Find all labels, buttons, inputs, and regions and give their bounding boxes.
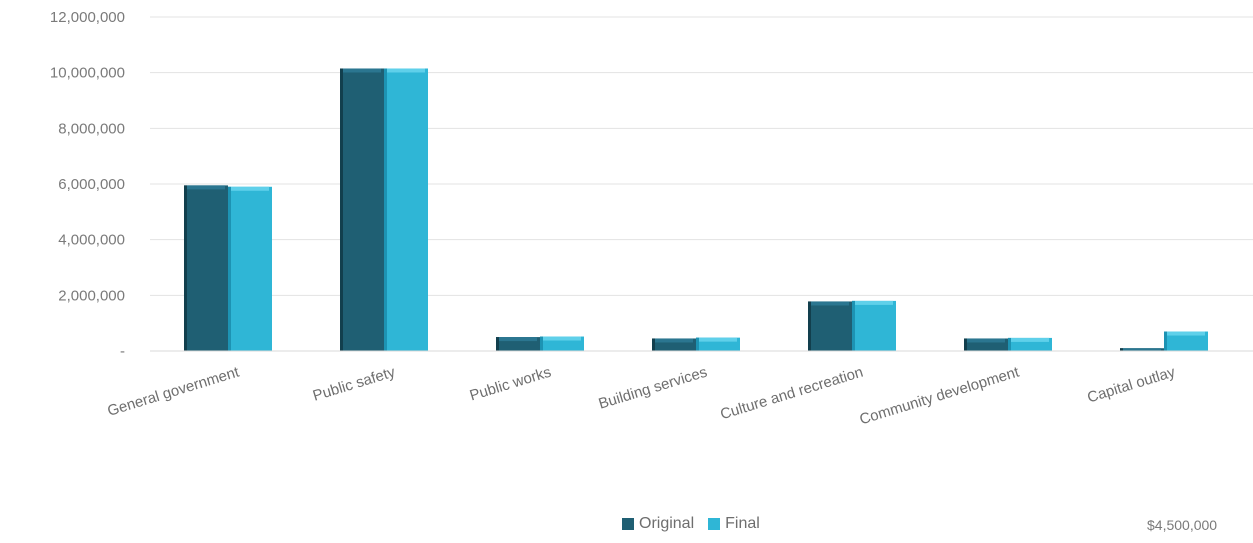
bar-final [540,336,584,351]
x-tick-label: Public works [468,364,553,405]
bar-top-highlight [187,185,225,190]
bar-original [808,301,852,351]
bar-top-highlight [655,338,693,343]
bar-original [184,185,228,351]
bar-body [184,185,228,351]
y-tick-label: 2,000,000 [58,287,125,304]
bar-top-highlight [967,338,1005,343]
bar-top-highlight [1167,331,1205,336]
corner-value-label: $4,500,000 [1147,517,1218,533]
bar-original [496,337,540,351]
bar-original [964,338,1008,351]
bar-top-highlight [1011,337,1049,342]
x-tick-label: Building services [597,364,710,413]
bar-final [1164,331,1208,351]
bar-edge [808,301,811,351]
y-tick-label: 12,000,000 [50,9,125,26]
legend-swatch-final [708,518,721,530]
gridlines [150,16,1253,296]
bar-body [852,300,896,351]
x-tick-label: General government [105,363,242,419]
bar-final [852,300,896,351]
bar-final [696,337,740,351]
y-tick-label: 4,000,000 [58,232,125,249]
legend-label-original: Original [639,515,695,532]
bar-top-highlight [499,337,537,342]
bar-edge [384,68,387,351]
legend-item-final: Final [708,515,760,533]
legend-item-original: Original [622,515,694,533]
bar-body [1164,331,1208,351]
bar-top-highlight [855,300,893,305]
bar-edge [852,300,855,351]
bars [184,68,1208,351]
x-tick-label: Capital outlay [1085,363,1177,406]
x-axis-ticks: General government Public safety Public wo… [105,363,1177,428]
bar-body [808,301,852,351]
bar-edge [964,338,967,351]
bar-edge [184,185,187,351]
bar-original [340,68,384,351]
bar-edge [496,337,499,351]
bar-final [1008,337,1052,351]
bar-top-highlight [343,68,381,73]
bar-final [228,186,272,351]
bar-edge [228,186,231,351]
bar-edge [1008,337,1011,351]
bar-top-highlight [231,186,269,191]
y-axis-ticks: - 2,000,000 4,000,000 6,000,000 8,000,000 10,… [50,9,125,360]
bar-body [384,68,428,351]
legend: Original Final [622,515,760,533]
y-tick-label: 6,000,000 [58,176,125,193]
bar-original [1120,348,1164,351]
bar-body [340,68,384,351]
x-tick-label: Public safety [311,363,398,404]
bar-final [384,68,428,351]
bar-body [228,186,272,351]
legend-label-final: Final [725,515,760,532]
bar-edge [1120,348,1123,351]
legend-swatch-original [622,518,634,530]
bar-edge [696,337,699,351]
bar-top-highlight [1123,348,1161,351]
y-tick-label: 10,000,000 [50,65,125,82]
bar-edge [652,338,655,351]
bar-top-highlight [387,68,425,73]
bar-top-highlight [543,336,581,341]
bar-edge [340,68,343,351]
x-tick-label: Community development [858,363,1022,428]
y-tick-label: 8,000,000 [58,120,125,137]
bar-top-highlight [811,301,849,306]
bar-top-highlight [699,337,737,342]
y-tick-label: - [120,343,125,360]
bar-edge [540,336,543,351]
bar-edge [1164,331,1167,351]
bar-original [652,338,696,351]
x-tick-label: Culture and recreation [718,364,865,424]
